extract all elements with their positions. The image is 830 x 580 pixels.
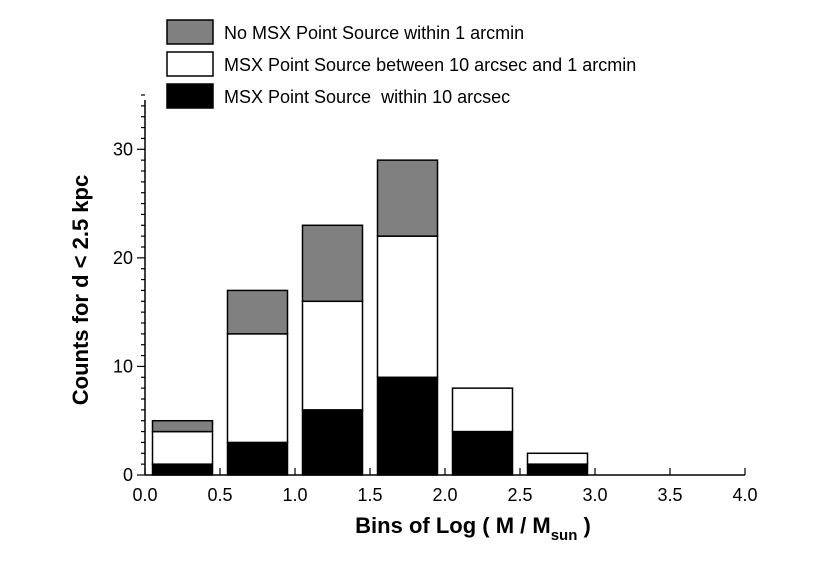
bar-segment: [376, 235, 439, 379]
x-tick-label: 2.0: [432, 485, 457, 505]
x-tick-label: 3.0: [582, 485, 607, 505]
bar-segment: [376, 376, 439, 476]
legend-label: No MSX Point Source within 1 arcmin: [224, 23, 524, 43]
x-ticks: 0.0 0.5 1.0 1.5 2.0 2.5 3.0 3.5 4.0: [132, 468, 758, 505]
legend-swatch: [166, 51, 214, 77]
bar-segment: [526, 452, 589, 465]
bar-segment: [226, 333, 289, 444]
bar-segment: [451, 387, 514, 433]
legend-label: MSX Point Source between 10 arcsec and 1…: [224, 55, 636, 75]
x-tick-label: 4.0: [732, 485, 757, 505]
y-ticks: 0 10 20 30: [113, 94, 145, 485]
x-tick-label: 3.5: [657, 485, 682, 505]
legend-swatch: [166, 19, 214, 45]
bar-segment: [301, 409, 364, 476]
bar-segment: [226, 289, 289, 335]
y-tick-label: 10: [113, 356, 133, 376]
y-axis-title: Counts for d < 2.5 kpc: [68, 175, 93, 405]
x-tick-label: 2.5: [507, 485, 532, 505]
x-axis-title: Bins of Log ( M / Msun ): [355, 513, 591, 544]
bar-segment: [301, 224, 364, 303]
bar-segment: [526, 463, 589, 476]
x-tick-label: 1.0: [282, 485, 307, 505]
bar-segment: [376, 159, 439, 237]
x-tick-label: 0.0: [132, 485, 157, 505]
bar-segment: [226, 441, 289, 476]
x-tick-label: 1.5: [357, 485, 382, 505]
y-tick-label: 30: [113, 139, 133, 159]
bar-segment: [451, 430, 514, 476]
y-tick-label: 20: [113, 248, 133, 268]
bar-segment: [151, 430, 214, 465]
legend-swatch: [166, 83, 214, 109]
legend-label: MSX Point Source within 10 arcsec: [224, 87, 510, 107]
bar-segment: [301, 300, 364, 411]
x-tick-label: 0.5: [207, 485, 232, 505]
bar-segment: [151, 463, 214, 476]
bars: [151, 159, 589, 476]
legend: No MSX Point Source within 1 arcmin MSX P…: [166, 19, 636, 109]
bar-segment: [151, 419, 214, 433]
y-tick-label: 0: [123, 465, 133, 485]
